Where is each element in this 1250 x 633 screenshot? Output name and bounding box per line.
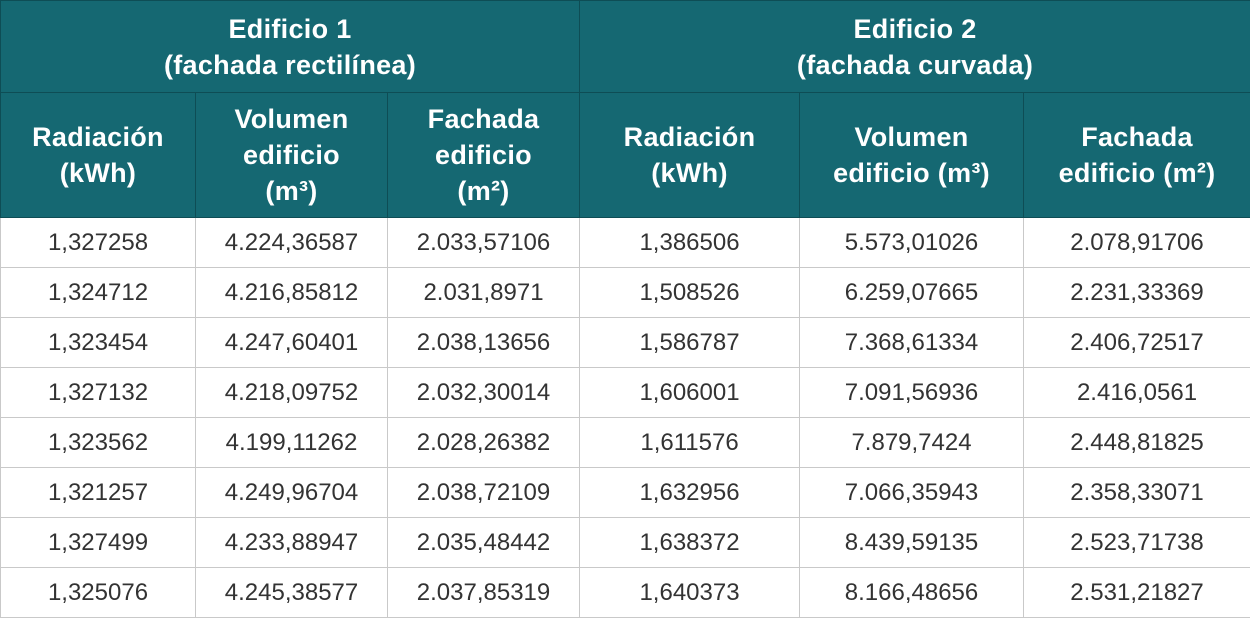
table-cell: 1,508526	[579, 267, 801, 318]
column-header-row: Radiación (kWh) Volumen edificio (m³) Fa…	[0, 92, 1250, 218]
group-subtitle: (fachada rectilínea)	[163, 49, 417, 80]
table-cell: 2.358,33071	[1023, 467, 1250, 518]
table-cell: 1,638372	[579, 517, 801, 568]
header-line: Radiación	[32, 122, 164, 152]
group-header-row: Edificio 1 (fachada rectilínea) Edificio…	[0, 0, 1250, 93]
table-cell: 1,321257	[0, 467, 196, 518]
table-cell: 1,386506	[579, 217, 801, 268]
table-cell: 1,323454	[0, 317, 196, 368]
table-cell: 1,323562	[0, 417, 196, 468]
table-cell: 1,586787	[579, 317, 801, 368]
table-cell: 2.038,72109	[386, 467, 581, 518]
table-cell: 2.231,33369	[1023, 267, 1250, 318]
table-row: 1,323562 4.199,11262 2.028,26382 1,61157…	[0, 417, 1250, 468]
header-line: Radiación	[623, 122, 756, 152]
table-cell: 4.247,60401	[195, 317, 388, 368]
table-cell: 1,640373	[579, 567, 801, 618]
table-row: 1,327132 4.218,09752 2.032,30014 1,60600…	[0, 367, 1250, 418]
table-cell: 1,325076	[0, 567, 196, 618]
table-cell: 7.091,56936	[799, 367, 1025, 418]
table-cell: 1,327258	[0, 217, 196, 268]
header-line: (kWh)	[59, 158, 137, 188]
table-cell: 1,606001	[579, 367, 801, 418]
table-cell: 2.531,21827	[1023, 567, 1250, 618]
table-cell: 1,327132	[0, 367, 196, 418]
table-cell: 7.879,7424	[799, 417, 1025, 468]
table-cell: 5.573,01026	[799, 217, 1025, 268]
header-line: edificio (m²)	[1058, 158, 1216, 188]
column-header-volume-2: Volumen edificio (m³)	[799, 92, 1025, 218]
table-cell: 2.416,0561	[1023, 367, 1250, 418]
table-row: 1,325076 4.245,38577 2.037,85319 1,64037…	[0, 567, 1250, 618]
table-cell: 6.259,07665	[799, 267, 1025, 318]
table-cell: 4.216,85812	[195, 267, 388, 318]
table-cell: 1,327499	[0, 517, 196, 568]
table-cell: 1,324712	[0, 267, 196, 318]
table-row: 1,327499 4.233,88947 2.035,48442 1,63837…	[0, 517, 1250, 568]
table-row: 1,324712 4.216,85812 2.031,8971 1,508526…	[0, 267, 1250, 318]
group-subtitle: (fachada curvada)	[796, 49, 1034, 80]
table-cell: 2.032,30014	[386, 367, 581, 418]
column-header-radiation-2: Radiación (kWh)	[579, 92, 801, 218]
header-line: Volumen	[234, 104, 349, 134]
table-row: 1,321257 4.249,96704 2.038,72109 1,63295…	[0, 467, 1250, 518]
table-cell: 8.166,48656	[799, 567, 1025, 618]
table-cell: 4.245,38577	[195, 567, 388, 618]
header-line: Fachada	[427, 104, 540, 134]
table-cell: 1,611576	[579, 417, 801, 468]
header-line: (m³)	[265, 176, 318, 206]
header-line: edificio	[435, 140, 532, 170]
table-cell: 7.066,35943	[799, 467, 1025, 518]
header-line: (m²)	[457, 176, 510, 206]
data-table: Edificio 1 (fachada rectilínea) Edificio…	[0, 0, 1250, 618]
column-header-volume-1: Volumen edificio (m³)	[195, 92, 388, 218]
table-cell: 1,632956	[579, 467, 801, 518]
table-cell: 2.031,8971	[386, 267, 581, 318]
header-line: edificio (m³)	[833, 158, 990, 188]
column-header-facade-2: Fachada edificio (m²)	[1023, 92, 1250, 218]
table-cell: 2.035,48442	[386, 517, 581, 568]
table-cell: 7.368,61334	[799, 317, 1025, 368]
table-cell: 4.249,96704	[195, 467, 388, 518]
table-cell: 4.233,88947	[195, 517, 388, 568]
table-cell: 2.448,81825	[1023, 417, 1250, 468]
table-cell: 2.523,71738	[1023, 517, 1250, 568]
header-line: (kWh)	[651, 158, 728, 188]
table-cell: 2.037,85319	[386, 567, 581, 618]
table-cell: 2.033,57106	[386, 217, 581, 268]
group-title: Edificio 1	[228, 13, 352, 44]
group-header-building-1: Edificio 1 (fachada rectilínea)	[0, 0, 581, 93]
table-row: 1,323454 4.247,60401 2.038,13656 1,58678…	[0, 317, 1250, 368]
table-cell: 2.078,91706	[1023, 217, 1250, 268]
table-cell: 8.439,59135	[799, 517, 1025, 568]
table-row: 1,327258 4.224,36587 2.033,57106 1,38650…	[0, 217, 1250, 268]
table-cell: 2.038,13656	[386, 317, 581, 368]
table-cell: 2.028,26382	[386, 417, 581, 468]
header-line: Volumen	[854, 122, 969, 152]
group-header-building-2: Edificio 2 (fachada curvada)	[579, 0, 1250, 93]
table-cell: 4.224,36587	[195, 217, 388, 268]
table-cell: 4.199,11262	[195, 417, 388, 468]
column-header-radiation-1: Radiación (kWh)	[0, 92, 196, 218]
table-cell: 2.406,72517	[1023, 317, 1250, 368]
table-cell: 4.218,09752	[195, 367, 388, 418]
header-line: edificio	[243, 140, 340, 170]
group-title: Edificio 2	[853, 13, 977, 44]
header-line: Fachada	[1081, 122, 1193, 152]
column-header-facade-1: Fachada edificio (m²)	[386, 92, 581, 218]
